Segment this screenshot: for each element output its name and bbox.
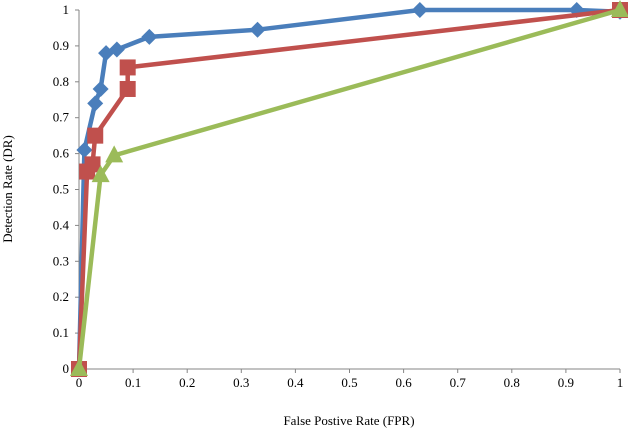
diamond-point	[108, 41, 125, 58]
y-axis-label: Detection Rate (DR)	[0, 135, 15, 243]
diamond-point	[92, 80, 109, 97]
series-line	[76, 7, 621, 370]
y-tick-label: 0.7	[53, 110, 70, 125]
x-tick-label: 0.6	[395, 375, 412, 390]
diamond-point	[87, 95, 104, 112]
x-axis-ticks: 0 0.1 0.2 0.3 0.4 0.5 0.6 0.7 0.8 0.9 1	[76, 369, 624, 390]
y-tick-label: 0.1	[53, 325, 69, 340]
series-layer	[70, 0, 628, 377]
y-tick-label: 0	[63, 361, 70, 376]
y-tick-label: 0.4	[53, 217, 70, 232]
y-tick-label: 0.6	[53, 146, 70, 161]
series-diamond	[71, 2, 628, 377]
triangle-point	[611, 0, 628, 17]
x-tick-label: 0.3	[233, 375, 249, 390]
diamond-point	[141, 28, 158, 45]
x-tick-label: 0.5	[341, 375, 357, 390]
x-tick-label: 0.9	[558, 375, 574, 390]
y-axis-ticks: 0 0.1 0.2 0.3 0.4 0.5 0.6 0.7 0.8 0.9 1	[53, 2, 79, 376]
x-tick-label: 0	[76, 375, 83, 390]
square-point	[84, 156, 101, 173]
y-tick-label: 0.9	[53, 38, 69, 53]
y-tick-label: 0.8	[53, 74, 69, 89]
series-triangle	[70, 0, 628, 376]
x-tick-label: 1	[617, 375, 624, 390]
diamond-point	[249, 21, 266, 38]
x-axis-label: False Postive Rate (FPR)	[283, 413, 414, 428]
square-point	[119, 80, 136, 97]
y-tick-label: 0.3	[53, 253, 69, 268]
series-line	[76, 7, 621, 370]
diamond-point	[76, 142, 93, 159]
x-tick-label: 0.4	[287, 375, 304, 390]
triangle-point	[70, 359, 88, 376]
x-tick-label: 0.1	[125, 375, 141, 390]
y-tick-label: 0.2	[53, 289, 69, 304]
series-square	[71, 2, 628, 377]
diamond-point	[411, 2, 428, 18]
x-tick-label: 0.7	[450, 375, 467, 390]
y-tick-label: 0.5	[53, 182, 69, 197]
triangle-point	[91, 165, 110, 183]
square-point	[119, 59, 136, 76]
triangle-point	[105, 145, 124, 163]
x-tick-label: 0.2	[179, 375, 195, 390]
x-tick-label: 0.8	[504, 375, 520, 390]
y-tick-label: 1	[63, 2, 70, 17]
square-point	[87, 127, 104, 144]
